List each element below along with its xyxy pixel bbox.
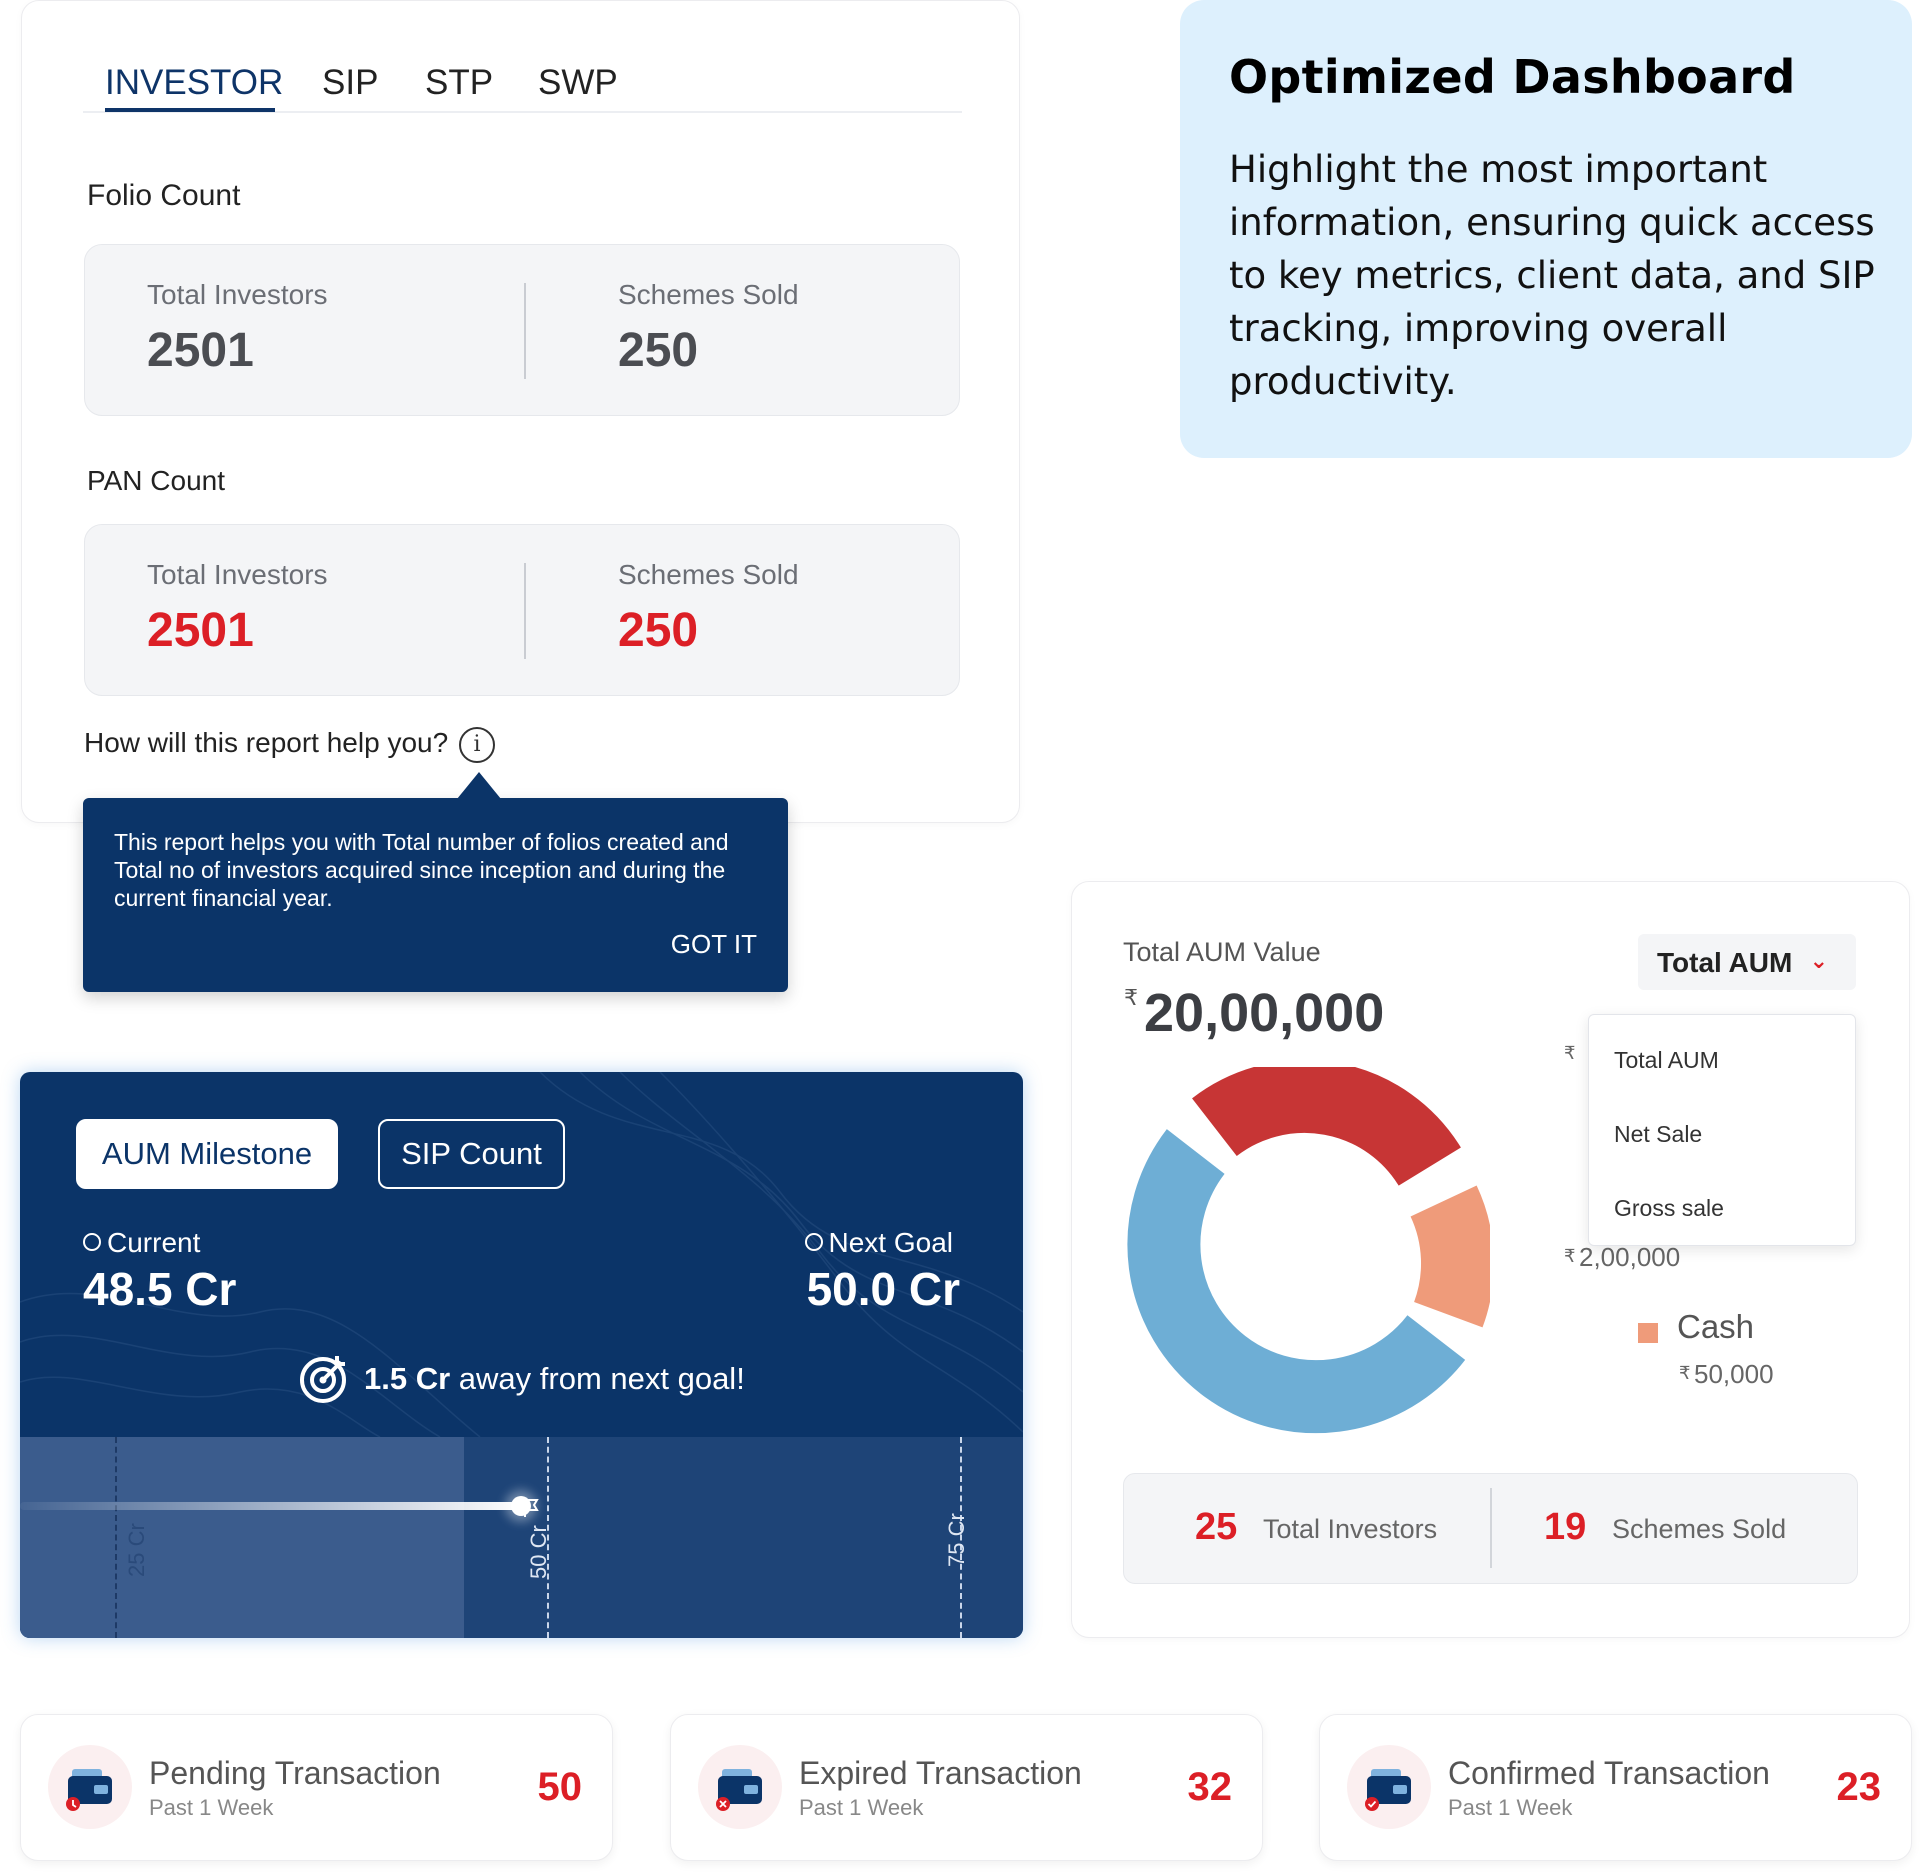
track-completed-region (20, 1437, 464, 1638)
tab-stp[interactable]: STP (425, 63, 494, 102)
tick-line-75 (960, 1437, 962, 1638)
aum-milestone-button[interactable]: AUM Milestone (76, 1119, 338, 1189)
donut-segment-salmon (1410, 1185, 1490, 1328)
legend-swatch-cash (1638, 1323, 1658, 1343)
location-pin-icon (804, 1232, 823, 1251)
legend-value-cash: 50,000 (1694, 1359, 1774, 1389)
milestone-track: 25 Cr 50 Cr 75 Cr (20, 1437, 1023, 1638)
pan-stats-box: Total Investors 2501 Schemes Sold 250 (84, 524, 960, 696)
donut-segment-blue (1127, 1129, 1466, 1434)
dropdown-selected: Total AUM (1657, 947, 1793, 978)
aum-currency: ₹ (1124, 985, 1138, 1010)
stat-divider (524, 283, 526, 379)
tick-label-75: 75 Cr (944, 1513, 969, 1567)
transaction-count: 50 (537, 1765, 583, 1809)
tooltip-arrow (457, 772, 501, 799)
optimized-dashboard-note: Optimized Dashboard Highlight the most i… (1180, 0, 1912, 458)
transaction-title: Confirmed Transaction (1448, 1755, 1770, 1791)
tick-label-25: 25 Cr (124, 1523, 149, 1577)
legend-name-cash: Cash (1677, 1308, 1755, 1345)
dropdown-option-net-sale[interactable]: Net Sale (1614, 1121, 1703, 1147)
tick-line-25 (115, 1437, 117, 1638)
target-icon (300, 1356, 346, 1403)
aum-value: 20,00,000 (1144, 983, 1385, 1043)
tab-swp[interactable]: SWP (538, 63, 618, 102)
aum-dropdown-menu: Total AUM Net Sale Gross sale (1588, 1014, 1856, 1246)
stat-divider (524, 563, 526, 659)
tick-line-50 (547, 1437, 549, 1638)
aum-dropdown[interactable]: Total AUM ⌄ (1638, 934, 1856, 990)
aum-title: Total AUM Value (1123, 937, 1321, 967)
tick-label-50: 50 Cr (526, 1525, 551, 1579)
pan-schemes-label: Schemes Sold (618, 559, 799, 590)
legend-value-1: 2,00,000 (1579, 1242, 1681, 1272)
aum-schemes-label: Schemes Sold (1612, 1514, 1787, 1544)
tooltip-message: This report helps you with Total number … (114, 829, 729, 911)
confirmed-transaction-card[interactable]: Confirmed Transaction Past 1 Week 23 (1319, 1714, 1912, 1861)
next-goal-label: Next Goal (828, 1227, 954, 1258)
away-amount: 1.5 Cr (364, 1361, 451, 1396)
next-goal-value: 50.0 Cr (806, 1263, 960, 1315)
transaction-subtitle: Past 1 Week (799, 1795, 924, 1820)
donut-segment-red (1192, 1067, 1461, 1187)
away-text: away from next goal! (450, 1361, 745, 1396)
legend-currency: ₹ (1564, 1043, 1576, 1063)
info-icon[interactable]: i (459, 727, 495, 763)
folio-investors-value: 2501 (147, 324, 254, 377)
folio-count-title: Folio Count (87, 179, 241, 212)
pending-transaction-card[interactable]: Pending Transaction Past 1 Week 50 (20, 1714, 613, 1861)
wallet-confirmed-icon (1347, 1745, 1431, 1829)
aum-investors-value: 25 (1195, 1506, 1238, 1548)
transaction-title: Expired Transaction (799, 1755, 1082, 1791)
shield-check-icon (83, 1232, 101, 1251)
investor-tabs: INVESTOR SIP STP SWP (83, 63, 962, 113)
tab-sip[interactable]: SIP (322, 63, 379, 102)
next-goal-label-row: Next Goal (804, 1227, 954, 1259)
summary-divider (1490, 1488, 1492, 1568)
dropdown-option-gross-sale[interactable]: Gross sale (1614, 1195, 1724, 1221)
total-aum-card: Total AUM Value ₹ 20,00,000 ₹ 2,00,000 ₹… (1071, 881, 1910, 1638)
transaction-title: Pending Transaction (149, 1755, 441, 1791)
folio-schemes-label: Schemes Sold (618, 279, 799, 310)
wallet-expired-icon (698, 1745, 782, 1829)
legend-currency: ₹ (1679, 1363, 1691, 1383)
help-tooltip: This report helps you with Total number … (83, 772, 788, 992)
current-value: 48.5 Cr (83, 1263, 237, 1315)
topography-pattern (20, 1072, 1023, 1437)
expired-transaction-card[interactable]: Expired Transaction Past 1 Week 32 (670, 1714, 1263, 1861)
current-label: Current (107, 1227, 201, 1258)
dropdown-option-total-aum[interactable]: Total AUM (1614, 1047, 1719, 1073)
pan-schemes-value: 250 (618, 604, 699, 657)
wallet-pending-icon (48, 1745, 132, 1829)
aum-donut-chart (1127, 1067, 1490, 1434)
aum-summary: 25 Total Investors 19 Schemes Sold (1123, 1473, 1858, 1584)
folio-investors-label: Total Investors (147, 279, 328, 310)
current-label-row: Current (83, 1227, 200, 1259)
chevron-down-icon: ⌄ (1809, 948, 1828, 973)
pan-investors-label: Total Investors (147, 559, 328, 590)
note-body: Highlight the most important information… (1229, 148, 1875, 403)
folio-stats-box: Total Investors 2501 Schemes Sold 250 (84, 244, 960, 416)
help-question: How will this report help you? (84, 727, 449, 758)
got-it-button[interactable]: GOT IT (670, 929, 757, 959)
folio-schemes-value: 250 (618, 324, 699, 377)
investor-card: INVESTOR SIP STP SWP Folio Count Total I… (21, 0, 1020, 823)
aum-milestone-card: AUM Milestone SIP Count Current 48.5 Cr … (20, 1072, 1023, 1638)
active-tab-indicator (105, 108, 275, 112)
aum-schemes-value: 19 (1544, 1506, 1587, 1548)
pan-investors-value: 2501 (147, 604, 254, 657)
tab-investor[interactable]: INVESTOR (105, 63, 284, 102)
pan-count-title: PAN Count (87, 465, 225, 496)
sip-count-button[interactable]: SIP Count (378, 1119, 565, 1189)
legend-currency: ₹ (1564, 1246, 1576, 1266)
progress-knob[interactable] (511, 1496, 532, 1516)
transaction-subtitle: Past 1 Week (149, 1795, 274, 1820)
transaction-subtitle: Past 1 Week (1448, 1795, 1573, 1820)
note-title: Optimized Dashboard (1229, 50, 1796, 104)
transaction-count: 32 (1187, 1765, 1233, 1809)
aum-investors-label: Total Investors (1263, 1514, 1438, 1544)
transaction-count: 23 (1836, 1765, 1882, 1809)
milestone-progress-bar (20, 1502, 522, 1510)
